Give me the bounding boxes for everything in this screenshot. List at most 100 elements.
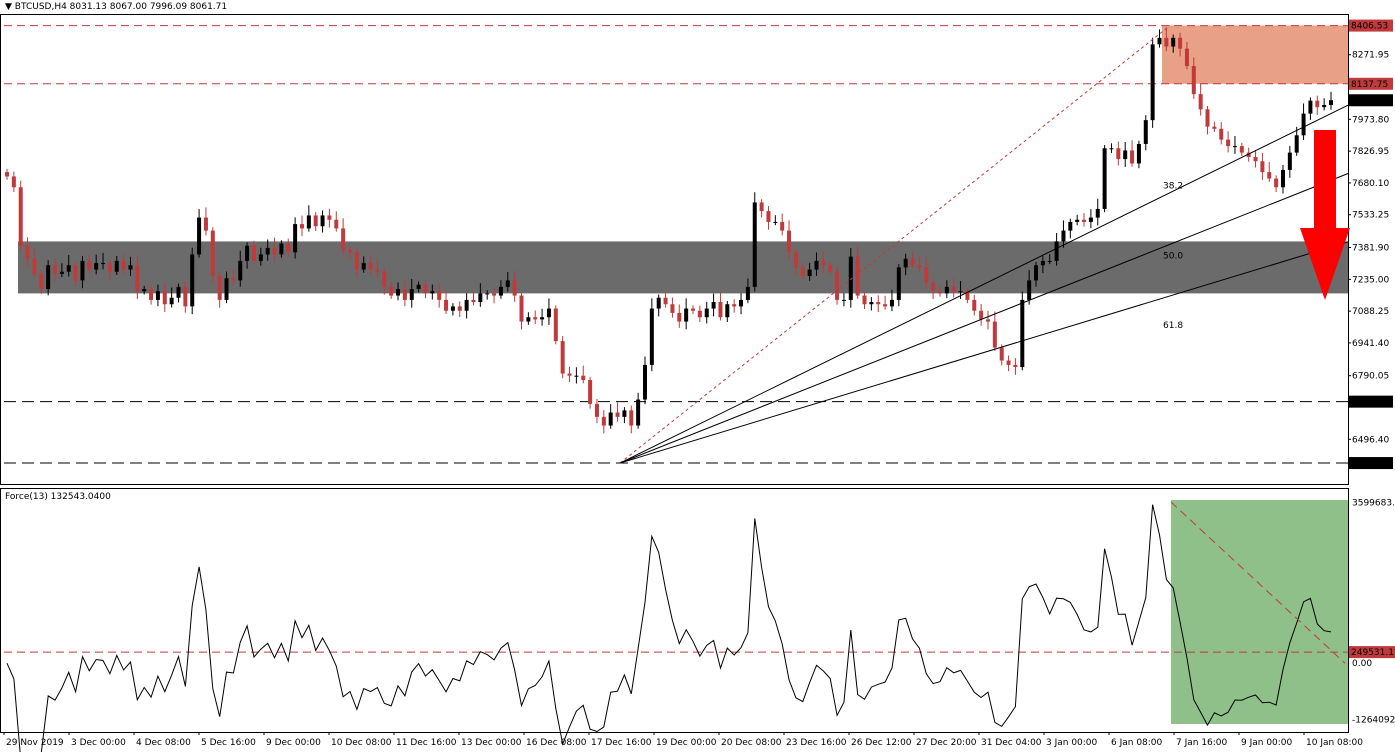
candle-bear: [471, 299, 476, 303]
candle-bull: [752, 202, 757, 287]
candle-bear: [512, 280, 517, 296]
candle-bull: [176, 286, 181, 298]
candle-bear: [1013, 364, 1018, 368]
candle-bull: [636, 399, 641, 426]
candle-bull: [896, 267, 901, 300]
candle-bear: [553, 308, 558, 342]
candle-bear: [670, 304, 675, 313]
price-tick: 6496.40: [1352, 435, 1389, 445]
candle-bear: [402, 289, 407, 300]
force-level-tag: [1349, 646, 1395, 659]
candle-bull: [1034, 265, 1039, 281]
down-arrow-head: [1300, 228, 1350, 300]
candle-bear: [5, 172, 9, 177]
candle-bull: [1280, 169, 1285, 188]
candle-bull: [841, 299, 846, 301]
chart-title: ▼ BTCUSD,H4 8031.13 8067.00 7996.09 8061…: [5, 2, 227, 12]
level-label: 8137.75: [1351, 80, 1388, 90]
candle-bull: [958, 291, 963, 293]
time-tick: 23 Dec 16:00: [786, 738, 847, 748]
candle-bear: [910, 258, 915, 266]
level-label: 6386.75: [1351, 459, 1388, 469]
price-tick: 7826.95: [1352, 147, 1389, 157]
candle-bear: [1253, 156, 1258, 162]
candle-bull: [649, 308, 654, 365]
candle-bear: [286, 243, 291, 253]
current-price-label: 8061.71: [1351, 96, 1388, 106]
candle-bear: [231, 278, 236, 281]
candle-bear: [567, 373, 572, 376]
current-price-tag: [1349, 94, 1393, 107]
candle-bull: [498, 286, 503, 296]
candle-bear: [1212, 126, 1217, 129]
candle-bear: [629, 410, 634, 426]
price-tick: 7381.90: [1352, 244, 1389, 254]
candle-bull: [642, 364, 647, 400]
symbol-info: BTCUSD,H4 8031.13 8067.00 7996.09 8061.7…: [14, 2, 228, 12]
candle-bull: [1136, 143, 1141, 164]
candle-bull: [1123, 150, 1128, 160]
down-arrow-shaft: [1314, 130, 1336, 230]
force-panel-frame: [0, 488, 1349, 733]
support-zone: [18, 241, 1348, 294]
level-tag: [1349, 395, 1393, 408]
candle-bear: [121, 260, 126, 270]
candle-bull: [361, 263, 366, 270]
candle-bear: [1178, 37, 1183, 49]
candle-bear: [718, 302, 723, 318]
candle-bull: [656, 297, 661, 309]
candle-bear: [1205, 109, 1210, 127]
candle-bull: [450, 306, 455, 311]
candle-bear: [457, 306, 462, 311]
candle-bull: [807, 269, 812, 277]
candle-bull: [1109, 148, 1114, 150]
candle-bear: [73, 265, 78, 281]
candle-bear: [972, 299, 977, 311]
candle-bear: [1274, 178, 1279, 188]
candle-bull: [430, 291, 435, 294]
candle-bear: [766, 211, 771, 222]
fib-fan-label: 61.8: [1163, 321, 1183, 331]
candle-bear: [341, 228, 346, 251]
candle-bull: [46, 265, 51, 290]
level-label: 6670.25: [1351, 398, 1388, 408]
candle-bull: [773, 221, 778, 223]
candle-bull: [608, 412, 613, 426]
candle-bull: [1047, 260, 1052, 262]
candle-bull: [1088, 217, 1093, 222]
collapse-triangle-icon[interactable]: ▼: [5, 2, 12, 12]
candle-bear: [1006, 360, 1011, 365]
candle-bear: [334, 219, 339, 229]
candle-bear: [793, 252, 798, 268]
candle-bear: [437, 291, 442, 300]
candle-bear: [1082, 219, 1087, 222]
candle-bear: [107, 263, 112, 272]
force-line: [6, 504, 1332, 752]
indicator-info: Force(13) 132543.0400: [5, 492, 111, 502]
candle-bear: [299, 224, 304, 229]
candle-bull: [725, 304, 730, 318]
candle-bull: [704, 308, 709, 318]
candle-bull: [1329, 100, 1333, 105]
candle-bull: [114, 260, 119, 272]
candle-bear: [1130, 150, 1135, 164]
candle-bear: [1246, 152, 1251, 157]
candle-bear: [1226, 139, 1231, 147]
candle-bull: [1102, 148, 1107, 209]
candle-bull: [869, 302, 874, 305]
candle-bear: [697, 310, 702, 318]
candle-bull: [416, 284, 421, 290]
candle-bull: [684, 308, 689, 322]
fib-fan-line: [619, 104, 1349, 464]
candle-bear: [444, 299, 449, 311]
candle-bear: [217, 276, 222, 300]
level-tag: [1349, 457, 1393, 470]
indicator-title: Force(13) 132543.0400: [5, 492, 111, 502]
force-divergence-zone: [1171, 500, 1348, 724]
candle-bull: [94, 263, 99, 270]
fib-fan-line: [619, 173, 1349, 464]
candle-bear: [1315, 100, 1320, 108]
candle-bull: [238, 260, 243, 281]
candle-bear: [87, 260, 92, 270]
